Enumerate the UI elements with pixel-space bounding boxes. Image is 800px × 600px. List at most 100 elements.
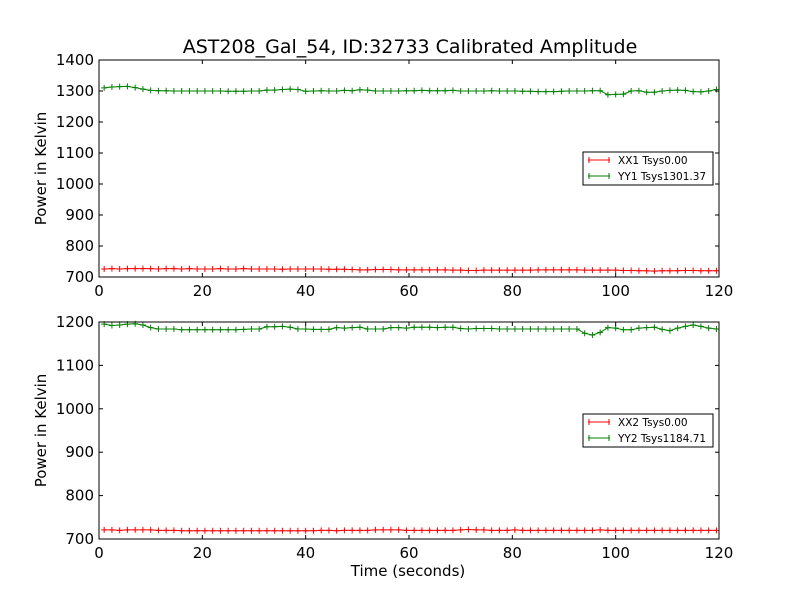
x-tick-label: 80 — [503, 544, 522, 562]
data-point — [240, 88, 247, 95]
data-point — [449, 87, 456, 94]
data-point — [349, 324, 356, 331]
data-point — [581, 267, 588, 274]
data-point — [612, 527, 619, 534]
data-point — [659, 527, 666, 534]
data-point — [279, 527, 286, 534]
data-point — [380, 526, 387, 533]
data-point — [186, 265, 193, 272]
data-point — [279, 266, 286, 273]
data-point — [496, 267, 503, 274]
data-point — [527, 527, 534, 534]
y-tick-label: 1300 — [56, 82, 94, 100]
data-point — [186, 88, 193, 94]
data-point — [643, 324, 650, 331]
data-point — [480, 88, 487, 94]
data-point — [356, 266, 363, 273]
data-point — [480, 526, 487, 533]
data-point — [457, 267, 464, 274]
data-point — [643, 527, 650, 534]
x-tick-label: 100 — [601, 282, 630, 300]
data-point — [108, 83, 115, 90]
data-point — [287, 324, 294, 331]
data-point — [201, 326, 208, 333]
data-point — [643, 89, 650, 96]
bottom-plot-panel: 0 20 40 60 80 100 120 700 800 900 1000 1100 1200 Powe… — [32, 313, 733, 580]
data-point — [465, 325, 472, 332]
data-point — [318, 326, 325, 333]
data-point — [643, 267, 650, 274]
data-point — [225, 265, 232, 272]
data-point — [682, 87, 689, 94]
legend: XX1 Tsys0.00 YY1 Tsys1301.37 — [582, 151, 714, 186]
data-point — [535, 88, 542, 95]
data-point — [550, 325, 557, 332]
data-point — [651, 268, 658, 275]
data-point — [558, 325, 565, 332]
data-point — [519, 88, 526, 95]
data-point — [380, 266, 387, 273]
data-point — [333, 324, 340, 331]
data-point — [442, 527, 449, 534]
data-point — [287, 265, 294, 272]
data-point — [628, 88, 635, 94]
data-point — [147, 265, 154, 272]
data-point — [473, 325, 480, 332]
data-point — [674, 87, 681, 94]
y-tick-label: 1100 — [56, 356, 94, 374]
legend-marker — [588, 435, 610, 441]
data-point — [666, 267, 673, 274]
data-point — [426, 324, 433, 331]
data-point — [225, 527, 232, 534]
data-point — [108, 265, 115, 272]
data-point — [271, 87, 278, 94]
data-point — [325, 88, 332, 94]
data-point — [628, 326, 635, 333]
legend-box — [582, 413, 714, 448]
data-point — [349, 266, 356, 273]
data-point — [349, 87, 356, 94]
data-point — [527, 325, 534, 332]
data-point — [674, 325, 681, 332]
data-point — [163, 265, 170, 272]
data-point — [217, 265, 224, 272]
data-point — [372, 88, 379, 94]
data-point — [263, 265, 270, 272]
data-point — [194, 265, 201, 272]
data-point — [217, 326, 224, 333]
data-point — [690, 88, 697, 95]
data-point — [473, 88, 480, 94]
data-point — [620, 91, 627, 98]
data-point — [457, 325, 464, 332]
data-point — [511, 267, 518, 274]
data-point — [271, 265, 278, 272]
data-point — [434, 527, 441, 534]
legend-box — [582, 151, 714, 186]
data-point — [318, 87, 325, 94]
data-point — [364, 266, 371, 273]
data-point — [318, 527, 325, 534]
data-point — [101, 265, 108, 272]
data-point — [597, 267, 604, 274]
data-point — [356, 324, 363, 331]
y-tick-label: 700 — [65, 530, 94, 548]
data-point — [395, 88, 402, 94]
data-point — [139, 265, 146, 272]
data-point — [232, 88, 239, 95]
data-point — [170, 265, 177, 272]
legend-label: XX2 Tsys0.00 — [618, 417, 688, 429]
y-axis-label: Power in Kelvin — [32, 112, 50, 226]
data-point — [225, 88, 232, 95]
data-point — [473, 526, 480, 533]
y-tick-label: 900 — [65, 206, 94, 224]
data-point — [387, 324, 394, 331]
data-point — [256, 265, 263, 272]
data-point — [628, 267, 635, 274]
data-point — [364, 527, 371, 534]
data-point — [480, 325, 487, 332]
data-point — [697, 88, 704, 95]
data-point — [597, 329, 604, 336]
data-point — [635, 87, 642, 94]
data-point — [504, 267, 511, 274]
